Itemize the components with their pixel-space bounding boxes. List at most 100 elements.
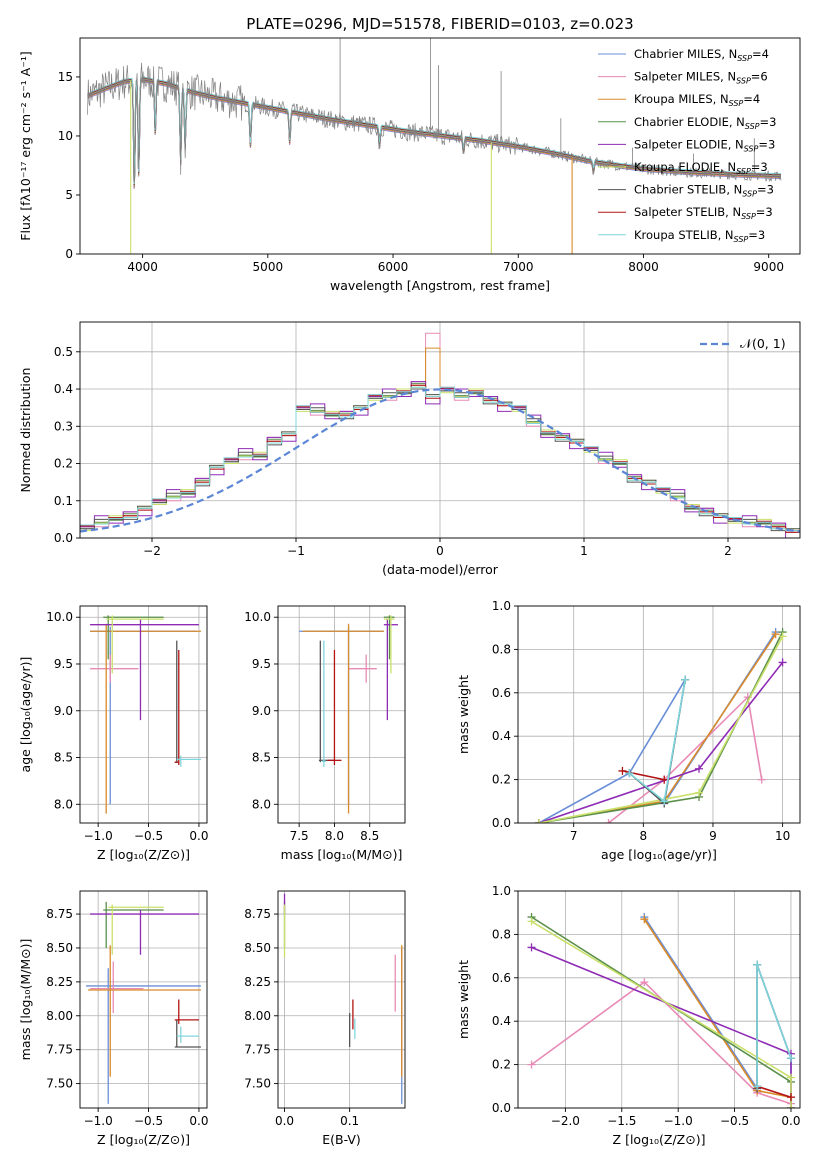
y-tick-label: 7.50 [244, 1077, 271, 1091]
y-tick-label: 8.50 [46, 941, 73, 955]
legend-entry: Kroupa ELODIE, NSSP=3 [634, 160, 768, 176]
weight-marker [786, 1093, 795, 1102]
y-axis-label: mass weight [456, 960, 471, 1039]
weight-series-line [538, 631, 784, 823]
axes-frame [277, 890, 406, 1109]
x-tick-label: 9000 [753, 260, 784, 274]
y-tick-label: 0.8 [492, 927, 511, 941]
panel-mass-vs-z: −1.0 −0.5 0.0 7.50 7.75 8.00 8.25 8.50 8.75 Z [lo… [18, 890, 208, 1147]
x-axis-label: mass [log₁₀(M/M⊙)] [281, 847, 403, 862]
y-tick-label: 1.0 [492, 599, 511, 613]
x-tick-label: 8.5 [360, 829, 379, 843]
plot-area-age-vs-z [90, 615, 201, 814]
spectrum-data-line [87, 62, 782, 183]
y-axis-label: mass [log₁₀(M/M⊙)] [18, 939, 33, 1061]
legend-entry: Salpeter ELODIE, NSSP=3 [634, 137, 775, 153]
weight-marker [527, 943, 536, 952]
panel-mass-vs-ebv: 0.0 0.1 7.50 7.75 8.00 8.25 8.50 8.75 E(B-V) [244, 890, 406, 1147]
panel-age-vs-z: −1.0 −0.5 0.0 8.0 8.5 9.0 9.5 10.0 Z [log₁₀(Z/Z⊙… [18, 605, 208, 862]
x-tick-label: 7 [570, 829, 578, 843]
y-axis-label: mass weight [456, 675, 471, 754]
x-tick-label: −0.5 [134, 829, 163, 843]
x-tick-label: 4000 [127, 260, 158, 274]
y-tick-label: 8.75 [46, 907, 73, 921]
weight-marker [534, 819, 543, 823]
y-tick-label: 9.5 [54, 657, 73, 671]
x-tick-label: 8000 [628, 260, 659, 274]
weight-marker [640, 978, 649, 987]
y-tick-label: 0.4 [492, 729, 511, 743]
weight-series-line [538, 631, 777, 823]
y-tick-label: 9.0 [54, 704, 73, 718]
weight-marker [640, 915, 649, 924]
axes-frame [79, 890, 208, 1109]
x-axis-label: wavelength [Angstrom, rest frame] [330, 278, 550, 293]
y-tick-label: 5 [65, 188, 73, 202]
x-tick-label: 0.0 [781, 1114, 800, 1128]
x-axis-label: Z [log₁₀(Z/Z⊙)] [97, 847, 190, 862]
y-tick-label: 7.75 [46, 1043, 73, 1057]
axes-frame [79, 37, 801, 255]
weight-marker [753, 1082, 762, 1091]
legend-entry: 𝒩(0, 1) [740, 336, 786, 351]
weight-marker [757, 775, 766, 784]
weight-marker [625, 769, 634, 778]
x-tick-label: 0.0 [189, 1114, 208, 1128]
weight-marker [618, 766, 627, 775]
weight-marker [527, 1060, 536, 1069]
y-tick-label: 10.0 [46, 610, 73, 624]
panel-residuals: −2 −1 0 1 2 0.0 0.1 0.2 0.3 0.4 0.5 (data-model)/er… [18, 321, 801, 577]
y-tick-label: 0.2 [492, 1058, 511, 1072]
x-tick-label: 7000 [503, 260, 534, 274]
spectrum-legend: Chabrier MILES, NSSP=4 Salpeter MILES, NS… [598, 47, 776, 244]
x-tick-label: 0.0 [275, 1114, 294, 1128]
y-tick-label: 0.8 [492, 642, 511, 656]
y-tick-label: 8.0 [54, 797, 73, 811]
x-tick-label: 0 [436, 544, 444, 558]
y-tick-label: 10 [58, 129, 73, 143]
x-axis-label: age [log₁₀(age/yr)] [601, 847, 717, 862]
y-tick-label: 7.75 [244, 1043, 271, 1057]
y-tick-label: 8.25 [46, 975, 73, 989]
axes-frame [277, 605, 406, 824]
y-axis-label: Flux [fλ10⁻¹⁷ erg cm⁻² s⁻¹ A⁻¹] [18, 51, 33, 240]
weight-series-line [756, 964, 792, 1089]
y-tick-label: 1.0 [492, 884, 511, 898]
x-axis-label: Z [log₁₀(Z/Z⊙)] [97, 1132, 190, 1147]
weight-series-line [756, 1085, 792, 1098]
x-axis-label: E(B-V) [322, 1132, 361, 1147]
y-axis-label: age [log₁₀(age/yr)] [18, 657, 33, 773]
x-tick-label: 2 [724, 544, 732, 558]
x-tick-label: −2 [143, 544, 161, 558]
weight-marker [527, 917, 536, 926]
axes-frame [517, 605, 801, 824]
weight-marker [786, 1054, 795, 1063]
weight-marker [695, 788, 704, 797]
y-tick-label: 0.4 [492, 1014, 511, 1028]
panel-age-vs-mass: 7.5 8.0 8.5 8.0 8.5 9.0 9.5 10.0 mass [log₁₀(M/M… [244, 605, 406, 862]
weight-marker [660, 775, 669, 784]
weight-marker [778, 658, 787, 667]
axes-frame [79, 605, 208, 824]
y-tick-label: 8.00 [46, 1009, 73, 1023]
x-axis-label: Z [log₁₀(Z/Z⊙)] [613, 1132, 706, 1147]
legend-entry: Chabrier MILES, NSSP=4 [634, 47, 769, 63]
y-tick-label: 8.25 [244, 975, 271, 989]
x-tick-label: 8 [640, 829, 648, 843]
y-tick-label: 0.6 [492, 686, 511, 700]
x-tick-label: 6000 [378, 260, 409, 274]
x-tick-label: 0.1 [340, 1114, 359, 1128]
legend-entry: Salpeter STELIB, NSSP=3 [634, 205, 773, 221]
x-axis-label: (data-model)/error [382, 562, 499, 577]
x-tick-label: 8.0 [325, 829, 344, 843]
weight-marker [753, 960, 762, 969]
y-tick-label: 0.1 [54, 494, 73, 508]
panel-weight-vs-age: 7 8 9 10 0.0 0.2 0.4 0.6 0.8 1.0 age [log₁₀(age/yr… [456, 599, 801, 862]
plot-area-spectrum [87, 38, 782, 254]
x-tick-label: −0.5 [134, 1114, 163, 1128]
x-tick-label: −1.0 [84, 829, 113, 843]
histogram-series [80, 386, 800, 532]
weight-series-line [643, 918, 792, 1108]
x-tick-label: −1.5 [607, 1114, 636, 1128]
